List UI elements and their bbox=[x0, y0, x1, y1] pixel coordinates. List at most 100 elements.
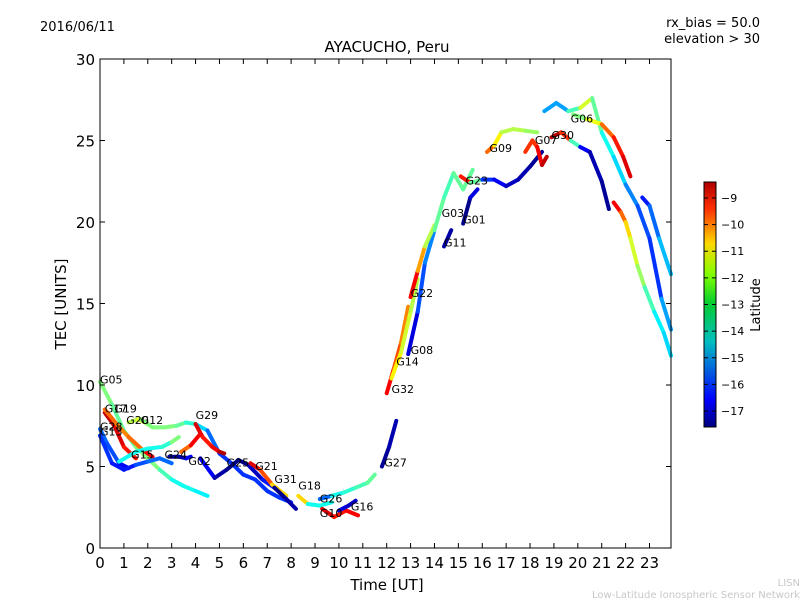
series-segment bbox=[181, 484, 198, 493]
colorbar-tick-label: −15 bbox=[721, 352, 744, 365]
colorbar-tick-label: −16 bbox=[721, 378, 744, 391]
x-tick-label: 18 bbox=[520, 554, 539, 572]
series-segment bbox=[341, 485, 358, 495]
series-label: G20 bbox=[126, 414, 149, 427]
series-label: G29 bbox=[196, 409, 219, 422]
series-segment bbox=[652, 309, 666, 335]
series-segment bbox=[284, 497, 298, 511]
series-segment bbox=[451, 171, 466, 192]
x-axis-label: Time [UT] bbox=[349, 576, 423, 594]
series-segment bbox=[657, 236, 673, 277]
x-tick-label: 17 bbox=[497, 554, 516, 572]
series-segment bbox=[224, 457, 241, 472]
x-tick-label: 9 bbox=[310, 554, 320, 572]
series-segment bbox=[578, 96, 595, 110]
colorbar-tick-label: −14 bbox=[721, 325, 744, 338]
series-label: G28 bbox=[100, 421, 123, 434]
x-tick-label: 23 bbox=[640, 554, 659, 572]
series-segment bbox=[554, 101, 571, 114]
series-G07 bbox=[523, 138, 549, 167]
series-label: G17 bbox=[105, 403, 128, 416]
series-segment bbox=[504, 177, 521, 189]
rx-bias-label: rx_bias = 50.0 bbox=[666, 16, 760, 31]
series-segment bbox=[442, 228, 454, 249]
series-segment bbox=[169, 477, 186, 489]
series-G05 bbox=[98, 379, 210, 498]
series-label: G09 bbox=[489, 142, 512, 155]
series-segment bbox=[621, 154, 633, 179]
series-segment bbox=[320, 506, 337, 520]
series-segment bbox=[305, 501, 322, 508]
series-segment bbox=[590, 96, 604, 135]
series-segment bbox=[98, 433, 114, 466]
series-G32 bbox=[384, 304, 411, 396]
series-G10 bbox=[320, 506, 361, 520]
series-label: G05 bbox=[100, 373, 123, 386]
series-segment bbox=[133, 444, 150, 461]
series-segment bbox=[193, 488, 210, 498]
series-segment bbox=[571, 112, 590, 122]
series-segment bbox=[492, 130, 504, 148]
series-segment bbox=[102, 410, 117, 428]
series-label: G03 bbox=[442, 207, 465, 220]
series-segment bbox=[272, 485, 289, 502]
x-tick-label: 14 bbox=[425, 554, 444, 572]
series-segment bbox=[98, 427, 110, 446]
series-segment bbox=[408, 277, 420, 314]
series-segment bbox=[587, 149, 604, 184]
x-tick-label: 19 bbox=[544, 554, 563, 572]
series-label: G10 bbox=[320, 507, 343, 520]
series-lines bbox=[98, 96, 673, 520]
series-G03 bbox=[432, 167, 475, 233]
series-segment bbox=[329, 490, 346, 498]
series-label: G18 bbox=[298, 479, 321, 492]
series-segment bbox=[408, 268, 420, 299]
series-segment bbox=[511, 127, 528, 133]
series-segment bbox=[661, 330, 673, 358]
series-segment bbox=[105, 441, 122, 466]
series-segment bbox=[422, 228, 437, 265]
series-segment bbox=[523, 128, 540, 135]
series-G01 bbox=[461, 187, 480, 226]
series-segment bbox=[212, 467, 229, 480]
series-segment bbox=[157, 467, 174, 482]
series-label: G06 bbox=[571, 113, 594, 126]
series-segment bbox=[112, 423, 126, 449]
series-label: G08 bbox=[411, 344, 434, 357]
series-G26 bbox=[317, 472, 377, 502]
series-segment bbox=[346, 498, 358, 508]
y-tick-label: 5 bbox=[85, 459, 95, 477]
series-label: G21 bbox=[255, 460, 278, 473]
series-segment bbox=[468, 187, 480, 200]
series-segment bbox=[492, 177, 509, 189]
series-segment bbox=[217, 449, 227, 456]
colorbar-label: Latitude bbox=[749, 278, 764, 332]
series-label: G14 bbox=[396, 355, 419, 368]
series-label: G07 bbox=[535, 134, 558, 147]
colorbar-tick-label: −17 bbox=[721, 405, 744, 418]
colorbar-tick-label: −12 bbox=[721, 272, 744, 285]
series-G27 bbox=[379, 418, 399, 469]
series-segment bbox=[109, 402, 126, 433]
series-segment bbox=[379, 444, 392, 469]
chart-title: AYACUCHO, Peru bbox=[324, 38, 449, 56]
series-segment bbox=[145, 456, 162, 464]
series-segment bbox=[317, 500, 334, 508]
series-segment bbox=[523, 138, 535, 154]
series-G06 bbox=[542, 96, 673, 332]
series-segment bbox=[145, 444, 165, 451]
series-segment bbox=[317, 493, 334, 502]
series-segment bbox=[258, 467, 275, 487]
series-track-31 bbox=[571, 112, 633, 179]
series-G16 bbox=[336, 498, 358, 513]
y-tick-label: 10 bbox=[76, 377, 95, 395]
x-tick-label: 16 bbox=[473, 554, 492, 572]
series-segment bbox=[535, 145, 544, 167]
series-segment bbox=[184, 454, 193, 461]
series-segment bbox=[635, 264, 647, 290]
series-segment bbox=[499, 127, 516, 135]
series-track-32 bbox=[611, 200, 673, 358]
series-G02 bbox=[179, 431, 203, 454]
x-tick-label: 4 bbox=[191, 554, 201, 572]
